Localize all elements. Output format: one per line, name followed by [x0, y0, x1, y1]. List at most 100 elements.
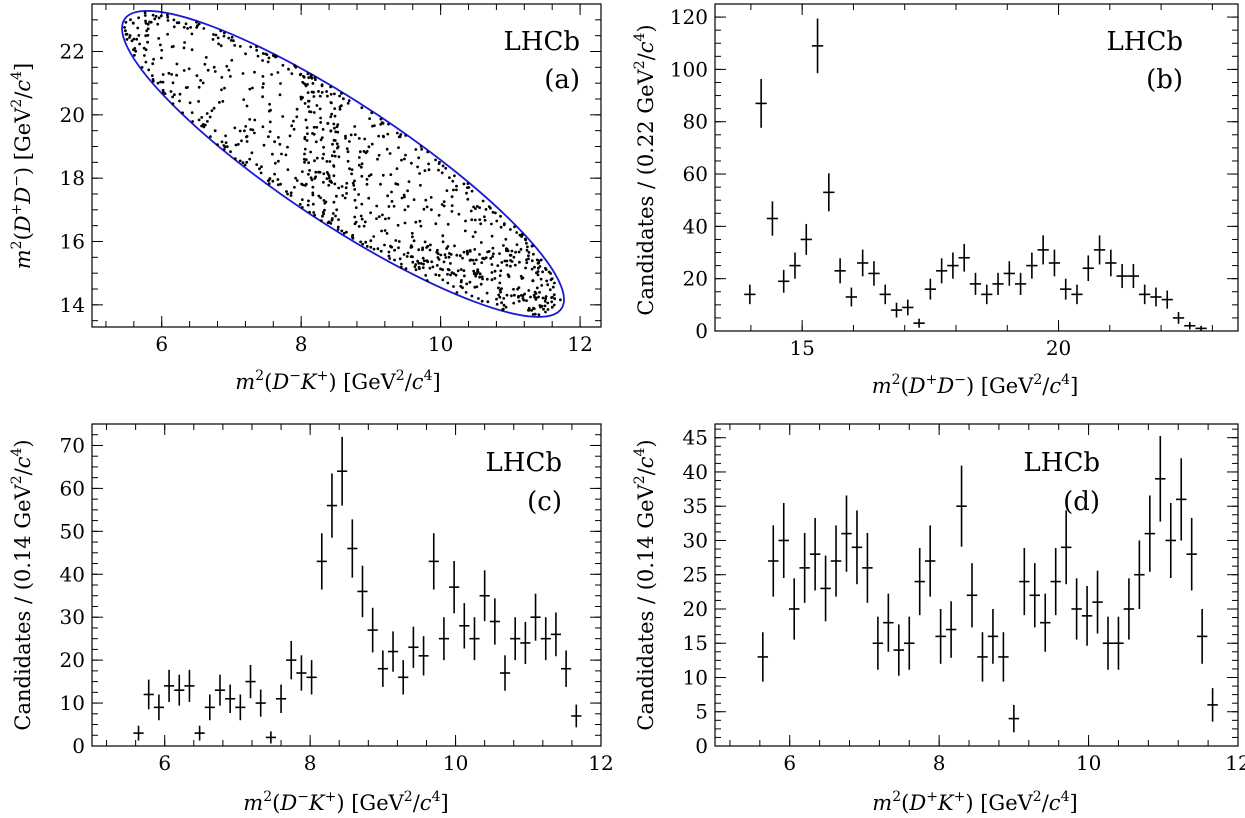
dalitz-event	[307, 172, 310, 176]
dalitz-event	[553, 281, 556, 285]
panel-c-bin	[204, 694, 215, 721]
dalitz-event	[546, 301, 550, 305]
dalitz-event	[486, 250, 489, 254]
dalitz-event	[361, 242, 365, 246]
dalitz-event	[428, 266, 432, 270]
dalitz-event	[281, 115, 285, 118]
dalitz-event	[469, 209, 473, 213]
dalitz-event	[248, 118, 252, 121]
panel-b-x-tick-label: 15	[789, 336, 814, 360]
dalitz-event	[485, 291, 489, 295]
panel-c-bin	[469, 617, 480, 661]
dalitz-event	[251, 86, 254, 90]
dalitz-event	[435, 250, 439, 254]
dalitz-event	[154, 14, 158, 18]
dalitz-event	[409, 255, 413, 258]
dalitz-event	[134, 49, 138, 53]
panel-c-bin	[316, 533, 327, 590]
dalitz-event	[536, 273, 540, 277]
dalitz-event	[337, 186, 341, 190]
dalitz-event	[315, 156, 319, 160]
dalitz-event	[267, 182, 271, 186]
dalitz-event	[385, 147, 389, 151]
dalitz-event	[318, 94, 322, 98]
dalitz-event	[525, 258, 528, 262]
panel-b-bin	[1093, 235, 1106, 265]
dalitz-event	[417, 261, 421, 265]
dalitz-event	[144, 19, 147, 23]
panel-c-bin	[326, 473, 338, 538]
dalitz-event	[471, 258, 475, 262]
dalitz-event	[329, 92, 333, 96]
dalitz-event	[518, 260, 521, 264]
dalitz-event	[347, 99, 351, 102]
dalitz-event	[450, 195, 454, 199]
panel-d-bins	[757, 436, 1218, 733]
dalitz-event	[303, 152, 306, 156]
dalitz-event	[364, 151, 368, 155]
panel-b-bin	[800, 223, 812, 255]
dalitz-event	[512, 255, 516, 259]
dalitz-event	[490, 271, 494, 274]
dalitz-event	[319, 121, 323, 124]
dalitz-event	[483, 215, 486, 219]
dalitz-event	[123, 26, 126, 29]
dalitz-event	[338, 94, 341, 98]
dalitz-event	[311, 191, 315, 195]
panel-d-bin	[778, 502, 789, 578]
panel-d-y-tick-label: 45	[683, 426, 708, 450]
panel-b-bin	[879, 284, 891, 305]
dalitz-event	[402, 253, 406, 256]
dalitz-event	[212, 106, 216, 110]
dalitz-event	[299, 97, 303, 101]
dalitz-event	[526, 245, 529, 249]
panel-d-bin	[1134, 540, 1145, 609]
dalitz-event	[160, 48, 164, 52]
panel-c-bin	[296, 655, 307, 691]
dalitz-event	[302, 157, 306, 161]
dalitz-event	[475, 285, 479, 289]
dalitz-event	[199, 79, 203, 82]
dalitz-event	[381, 173, 385, 177]
dalitz-event	[388, 152, 392, 155]
dalitz-event	[307, 105, 310, 109]
dalitz-event	[161, 90, 165, 94]
panel-c-bin	[438, 617, 450, 661]
panel-c-bin	[275, 684, 287, 714]
dalitz-event	[517, 286, 521, 289]
dalitz-event	[490, 234, 494, 238]
dalitz-event	[332, 150, 336, 154]
dalitz-event	[394, 182, 398, 186]
dalitz-event	[187, 67, 191, 71]
dalitz-event	[359, 214, 363, 218]
dalitz-event	[204, 56, 208, 59]
dalitz-event	[521, 297, 525, 300]
panel-a-lhcb-label: LHCb	[504, 27, 580, 57]
dalitz-event	[221, 100, 225, 103]
dalitz-event	[499, 214, 502, 218]
dalitz-event	[381, 213, 384, 217]
panel-b-y-axis-title: Candidates / (0.22 GeV2/c4)	[632, 24, 658, 315]
dalitz-event	[497, 293, 501, 297]
panel-c-bin	[143, 679, 154, 710]
dalitz-event	[499, 225, 503, 229]
dalitz-event	[225, 64, 229, 68]
dalitz-event	[333, 126, 336, 130]
dalitz-event	[484, 208, 488, 211]
panel-c-bin	[347, 519, 358, 578]
dalitz-event	[166, 19, 170, 22]
dalitz-event	[357, 225, 361, 228]
dalitz-event	[333, 92, 336, 96]
panel-c-bin	[194, 725, 205, 741]
dalitz-event	[439, 253, 443, 257]
panel-c-bin	[265, 731, 276, 744]
dalitz-event	[177, 21, 181, 25]
dalitz-event	[441, 164, 445, 168]
dalitz-event	[310, 76, 314, 80]
dalitz-event	[322, 199, 326, 202]
dalitz-event	[405, 255, 409, 258]
dalitz-event	[426, 150, 430, 154]
panel-d-bin	[1186, 517, 1197, 591]
dalitz-event	[336, 123, 340, 126]
dalitz-event	[478, 275, 481, 279]
